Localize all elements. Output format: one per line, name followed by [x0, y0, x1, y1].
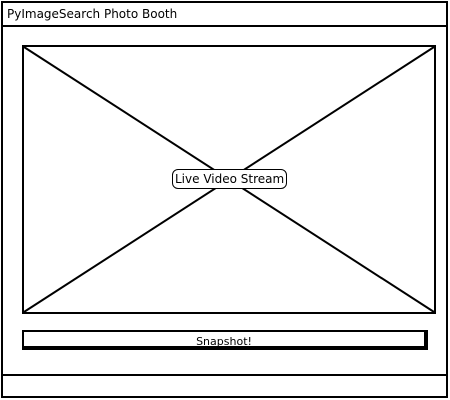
title-bar: PyImageSearch Photo Booth — [3, 3, 446, 27]
video-stream-panel: Live Video Stream — [22, 45, 436, 314]
window-title: PyImageSearch Photo Booth — [7, 7, 178, 21]
video-stream-label: Live Video Stream — [172, 169, 288, 189]
snapshot-button[interactable]: Snapshot! — [22, 330, 428, 350]
status-bar — [3, 374, 446, 398]
